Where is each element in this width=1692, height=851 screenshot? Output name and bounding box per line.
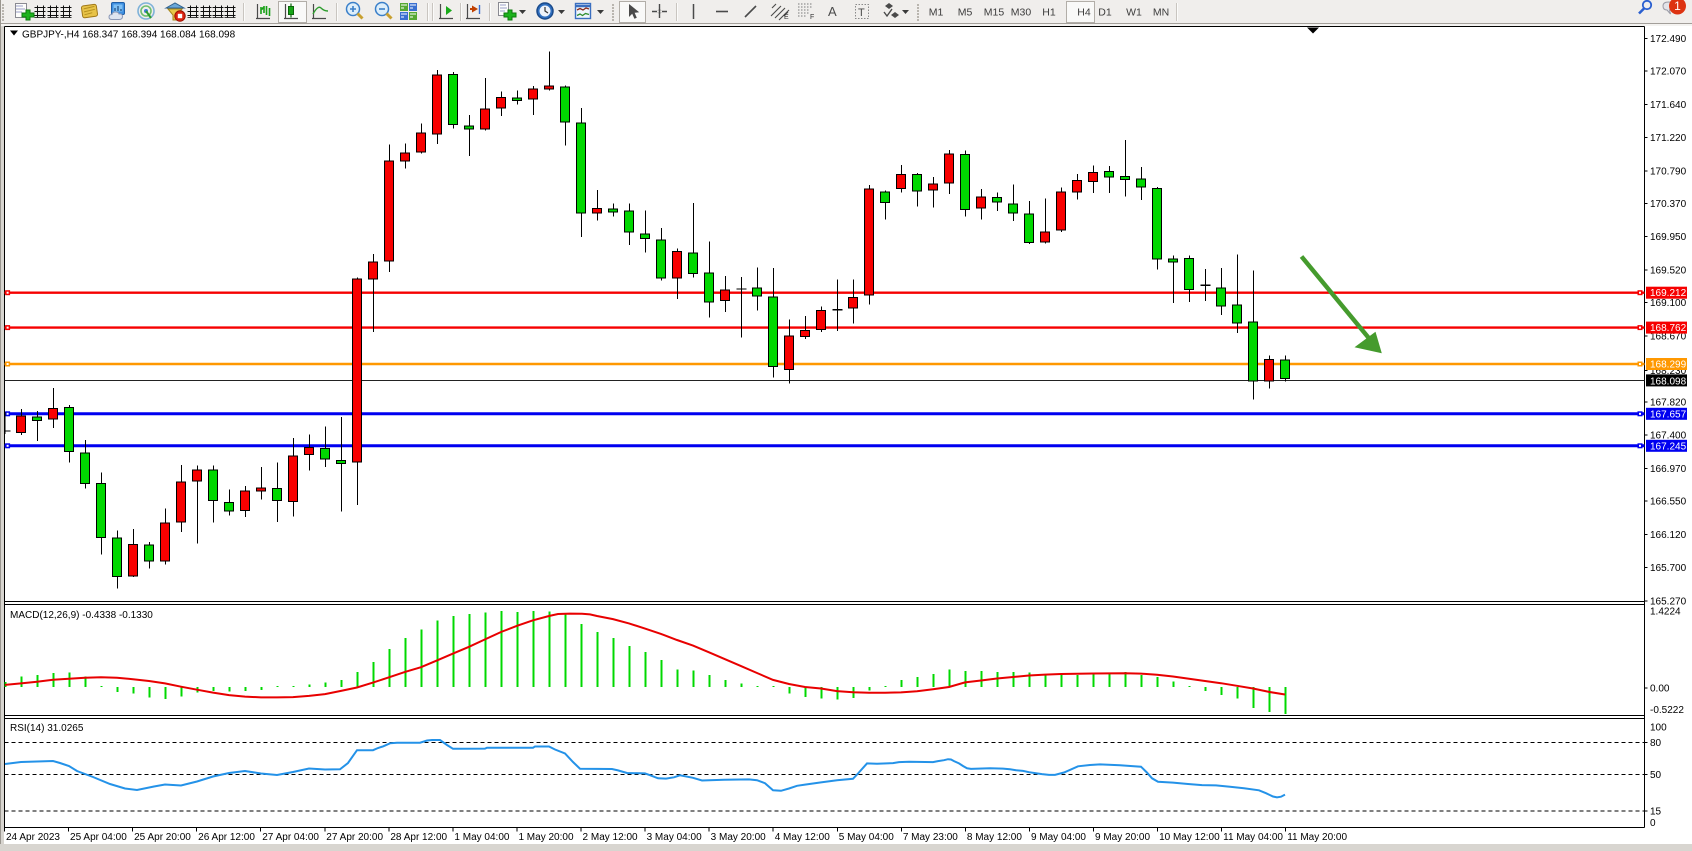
svg-text:-0.5222: -0.5222 bbox=[1650, 705, 1684, 716]
svg-text:MN: MN bbox=[1153, 7, 1169, 19]
svg-text:170.370: 170.370 bbox=[1650, 199, 1687, 210]
svg-text:1 May 20:00: 1 May 20:00 bbox=[518, 832, 573, 843]
svg-text:167.820: 167.820 bbox=[1650, 398, 1687, 409]
svg-text:165.270: 165.270 bbox=[1650, 596, 1687, 607]
svg-text:172.070: 172.070 bbox=[1650, 67, 1687, 78]
svg-text:168.670: 168.670 bbox=[1650, 332, 1687, 343]
svg-text:169.212: 169.212 bbox=[1650, 288, 1687, 299]
svg-text:8 May 12:00: 8 May 12:00 bbox=[967, 832, 1022, 843]
svg-text:1: 1 bbox=[1674, 0, 1681, 13]
svg-text:RSI(14) 31.0265: RSI(14) 31.0265 bbox=[10, 723, 84, 734]
svg-text:9 May 04:00: 9 May 04:00 bbox=[1031, 832, 1086, 843]
svg-text:5 May 04:00: 5 May 04:00 bbox=[839, 832, 894, 843]
svg-text:100: 100 bbox=[1650, 722, 1667, 733]
svg-text:80: 80 bbox=[1650, 738, 1662, 749]
svg-text:25 Apr 04:00: 25 Apr 04:00 bbox=[70, 832, 127, 843]
svg-text:168.098: 168.098 bbox=[1650, 376, 1687, 387]
svg-text:M5: M5 bbox=[958, 7, 973, 19]
svg-text:3 May 20:00: 3 May 20:00 bbox=[711, 832, 766, 843]
svg-text:M30: M30 bbox=[1011, 7, 1032, 19]
svg-text:170.790: 170.790 bbox=[1650, 166, 1687, 177]
svg-text:E: E bbox=[784, 14, 789, 21]
svg-text:50: 50 bbox=[1650, 770, 1662, 781]
svg-text:H4: H4 bbox=[1077, 7, 1091, 19]
svg-text:1.4224: 1.4224 bbox=[1650, 607, 1681, 618]
svg-text:168.299: 168.299 bbox=[1650, 360, 1687, 371]
svg-text:168.762: 168.762 bbox=[1650, 323, 1687, 334]
svg-text:169.520: 169.520 bbox=[1650, 265, 1687, 276]
svg-text:172.490: 172.490 bbox=[1650, 34, 1687, 45]
svg-text:25 Apr 20:00: 25 Apr 20:00 bbox=[134, 832, 191, 843]
svg-text:T: T bbox=[858, 7, 865, 19]
svg-text:26 Apr 12:00: 26 Apr 12:00 bbox=[198, 832, 255, 843]
svg-text:168.230: 168.230 bbox=[1650, 366, 1687, 377]
svg-text:167.657: 167.657 bbox=[1650, 409, 1687, 420]
svg-text:M1: M1 bbox=[929, 7, 944, 19]
svg-text:2 May 12:00: 2 May 12:00 bbox=[583, 832, 638, 843]
svg-text:167.400: 167.400 bbox=[1650, 430, 1687, 441]
svg-text:9 May 20:00: 9 May 20:00 bbox=[1095, 832, 1150, 843]
svg-text:27 Apr 20:00: 27 Apr 20:00 bbox=[326, 832, 383, 843]
svg-text:A: A bbox=[828, 4, 837, 19]
svg-text:7 May 23:00: 7 May 23:00 bbox=[903, 832, 958, 843]
svg-text:W1: W1 bbox=[1126, 7, 1142, 19]
svg-text:D1: D1 bbox=[1098, 7, 1112, 19]
svg-text:166.550: 166.550 bbox=[1650, 497, 1687, 508]
svg-text:169.100: 169.100 bbox=[1650, 298, 1687, 309]
svg-text:24 Apr 2023: 24 Apr 2023 bbox=[6, 832, 60, 843]
svg-text:H1: H1 bbox=[1042, 7, 1056, 19]
svg-text:171.220: 171.220 bbox=[1650, 133, 1687, 144]
svg-text:166.120: 166.120 bbox=[1650, 530, 1687, 541]
svg-text:171.640: 171.640 bbox=[1650, 100, 1687, 111]
svg-text:165.700: 165.700 bbox=[1650, 563, 1687, 574]
svg-text:28 Apr 12:00: 28 Apr 12:00 bbox=[390, 832, 447, 843]
svg-text:27 Apr 04:00: 27 Apr 04:00 bbox=[262, 832, 319, 843]
svg-text:1 May 04:00: 1 May 04:00 bbox=[454, 832, 509, 843]
svg-text:F: F bbox=[810, 14, 814, 21]
svg-text:4 May 12:00: 4 May 12:00 bbox=[775, 832, 830, 843]
svg-text:GBPJPY-,H4 168.347 168.394 16: GBPJPY-,H4 168.347 168.394 168.084 168.0… bbox=[22, 30, 236, 41]
svg-text:166.970: 166.970 bbox=[1650, 464, 1687, 475]
svg-text:0: 0 bbox=[1650, 818, 1656, 829]
svg-text:11 May 20:00: 11 May 20:00 bbox=[1287, 832, 1347, 843]
svg-text:15: 15 bbox=[1650, 807, 1662, 818]
svg-text:M15: M15 bbox=[984, 7, 1005, 19]
svg-text:169.950: 169.950 bbox=[1650, 232, 1687, 243]
svg-text:MACD(12,26,9) -0.4338 -0.1330: MACD(12,26,9) -0.4338 -0.1330 bbox=[10, 610, 153, 621]
svg-text:3 May 04:00: 3 May 04:00 bbox=[647, 832, 702, 843]
svg-text:0.00: 0.00 bbox=[1650, 684, 1670, 695]
svg-text:167.245: 167.245 bbox=[1650, 441, 1687, 452]
svg-text:10 May 12:00: 10 May 12:00 bbox=[1159, 832, 1220, 843]
svg-text:11 May 04:00: 11 May 04:00 bbox=[1223, 832, 1283, 843]
